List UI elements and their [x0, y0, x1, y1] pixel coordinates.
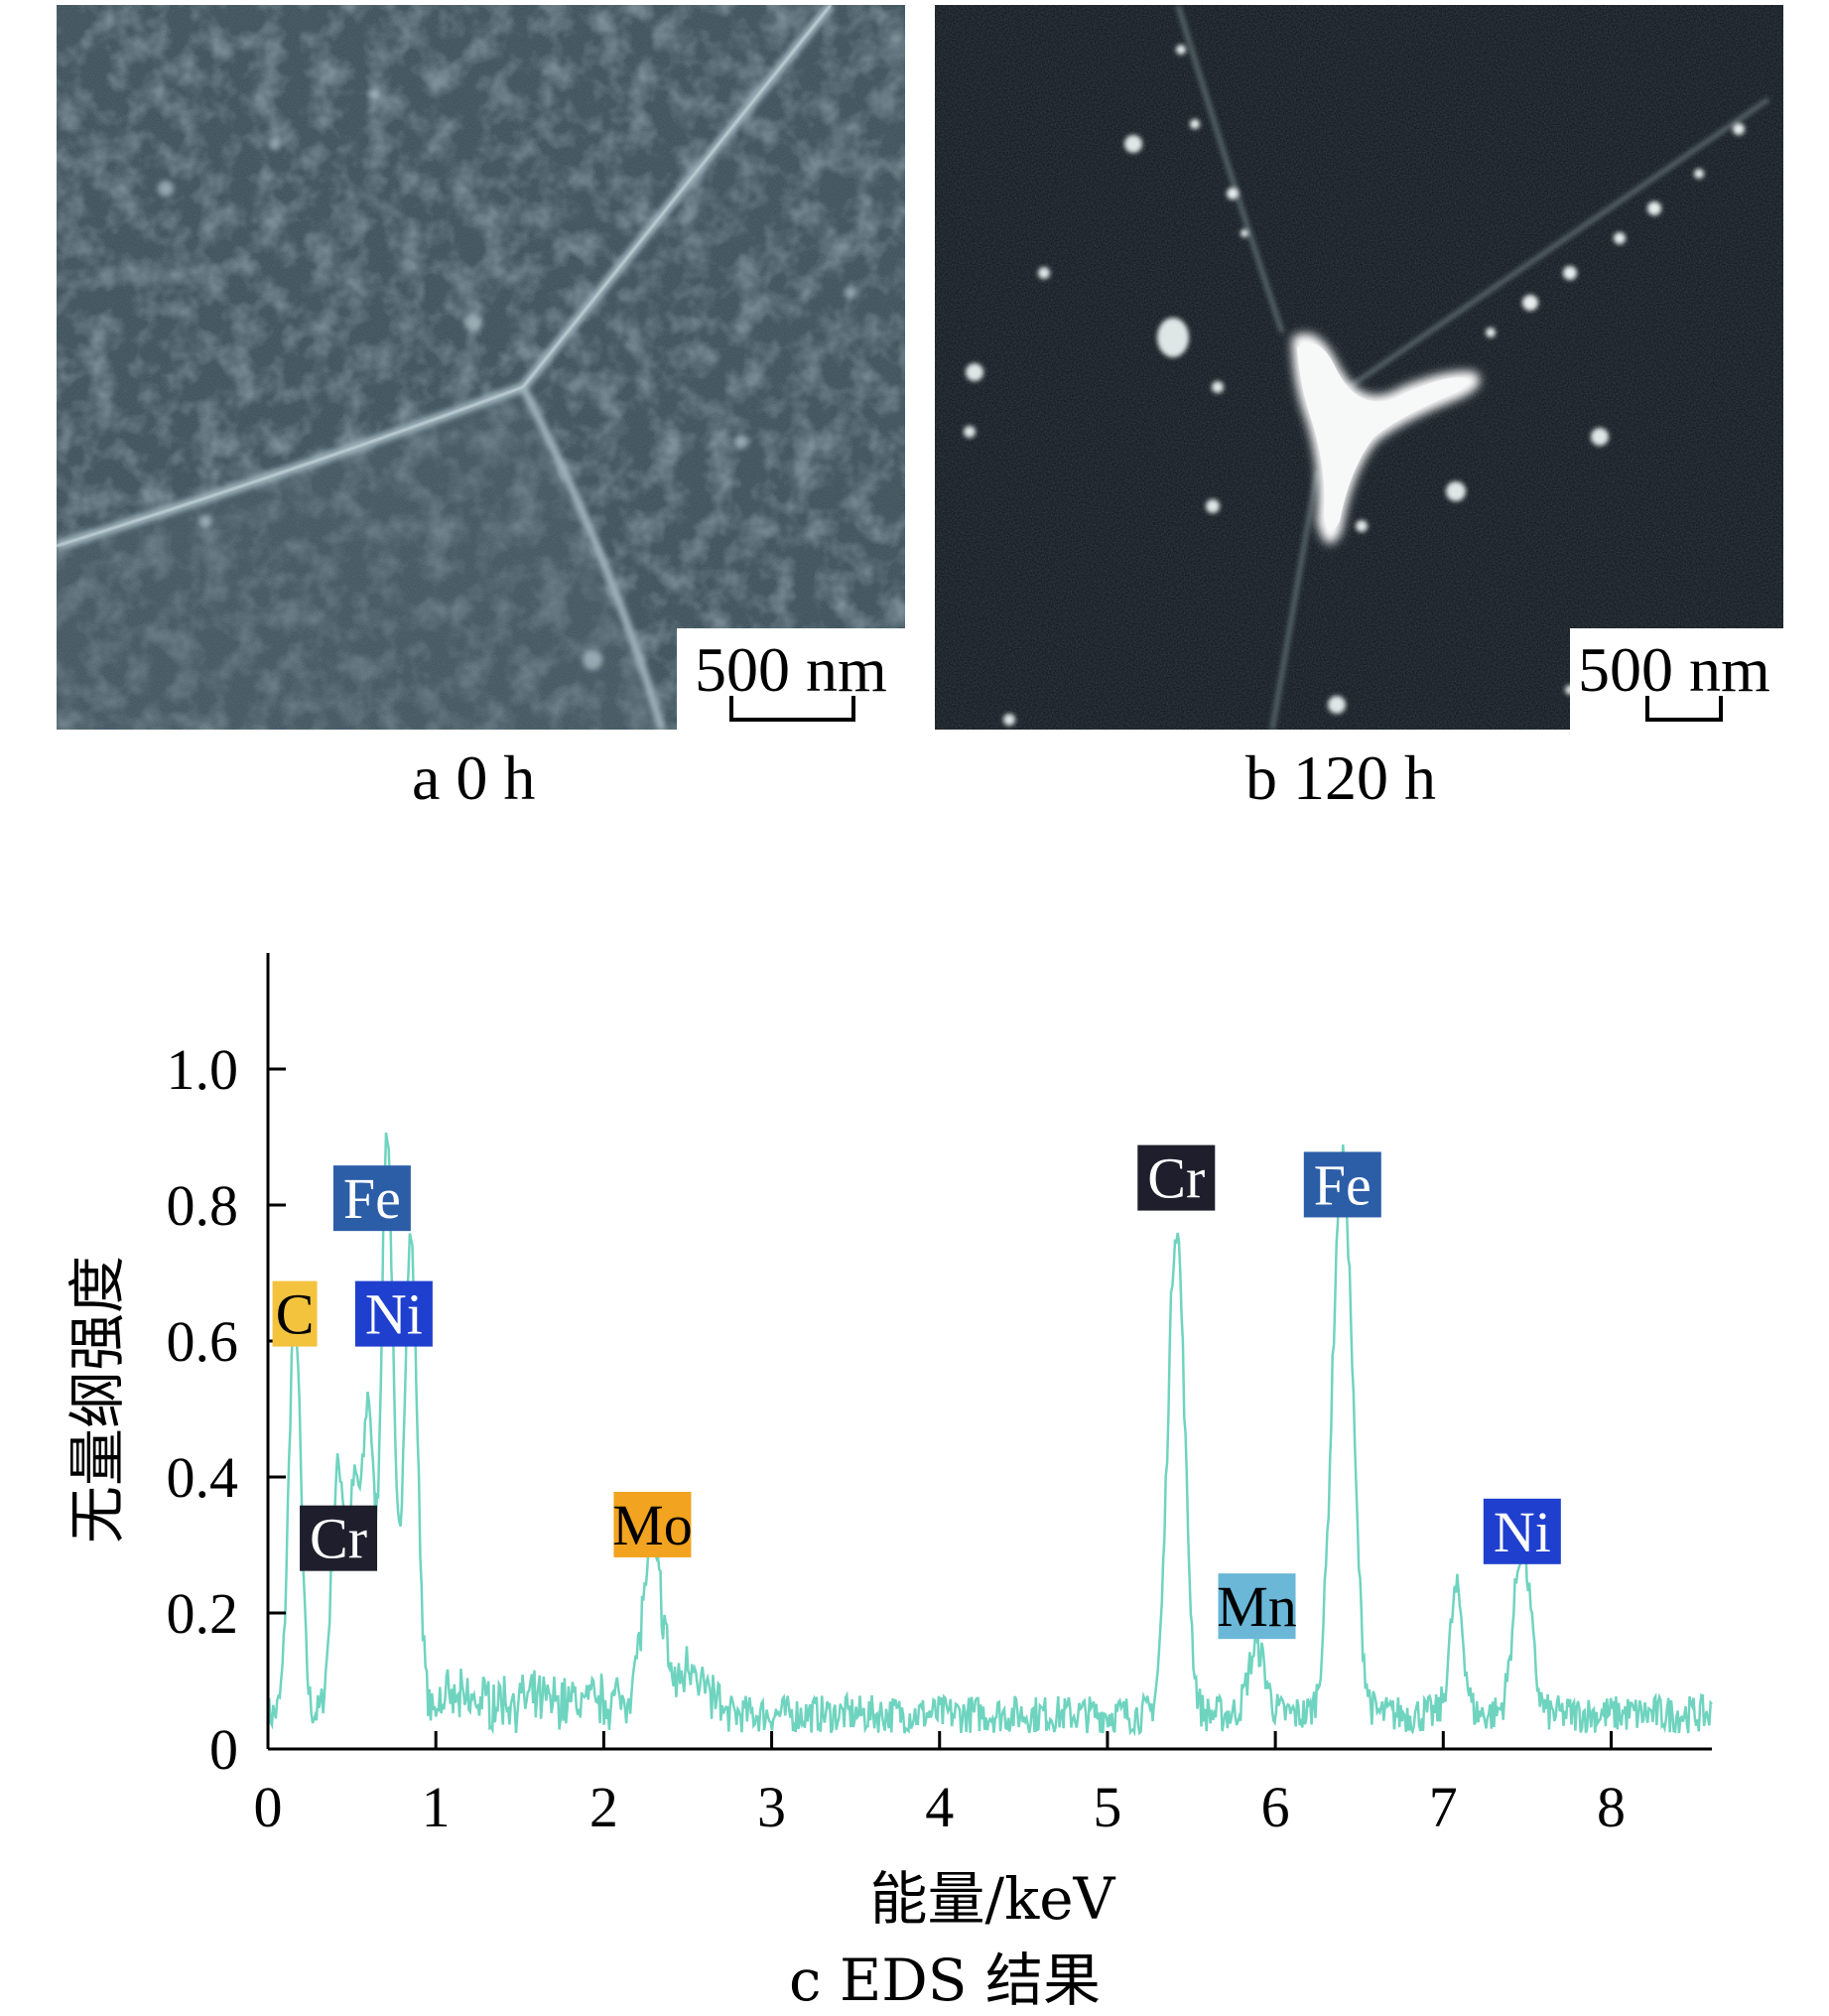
y-tick-label: 0.6 — [167, 1309, 239, 1374]
peak-label: Fe — [1303, 1151, 1381, 1218]
scale-bar-label-a: 500 nm — [695, 634, 887, 705]
y-tick-label: 1.0 — [167, 1037, 239, 1102]
peak-label-text: Mo — [612, 1493, 693, 1557]
peak-label-text: Cr — [1147, 1146, 1205, 1211]
x-tick-label: 1 — [422, 1775, 451, 1839]
peak-label-text: C — [276, 1282, 315, 1347]
peak-label-text: Mn — [1217, 1574, 1297, 1639]
peak-label-box — [1303, 1151, 1381, 1218]
scale-bar-box-a: 500 nm — [677, 628, 905, 730]
scale-bar-label-b: 500 nm — [1578, 634, 1770, 705]
peak-label-text: Ni — [365, 1282, 423, 1347]
sem-image-a-graphic — [57, 5, 905, 730]
x-tick-label: 5 — [1093, 1775, 1121, 1839]
peak-label-box — [300, 1505, 378, 1571]
y-tick-label: 0.4 — [167, 1445, 239, 1510]
eds-chart: 0 1 2 3 4 5 6 7 8 0 0.2 0.4 0.6 0.8 1.0 C Fe Ni Cr Mo Cr Fe M… — [64, 953, 1713, 2014]
caption-a: a 0 h — [412, 742, 536, 813]
peak-label-box — [332, 1165, 411, 1232]
x-tick-label: 2 — [589, 1775, 618, 1839]
peak-label: Ni — [1483, 1498, 1561, 1564]
spectrum-line — [266, 1132, 1713, 1737]
x-tick-label: 0 — [254, 1775, 283, 1839]
peak-label-text: Fe — [1314, 1152, 1372, 1217]
peak-label: Cr — [1137, 1144, 1216, 1211]
x-tick-label: 4 — [925, 1775, 954, 1839]
x-axis-title: 能量/keV — [870, 1865, 1116, 1933]
peak-label: Ni — [354, 1280, 433, 1347]
peak-label-box — [272, 1280, 318, 1347]
peak-label-box — [1483, 1498, 1561, 1564]
x-tick-label: 6 — [1261, 1775, 1290, 1839]
peak-label-box — [354, 1280, 433, 1347]
scale-bar-b — [1645, 696, 1723, 722]
caption-b: b 120 h — [1245, 742, 1436, 813]
peak-label-box — [1218, 1573, 1296, 1640]
x-tick-label: 8 — [1597, 1775, 1626, 1839]
scale-bar-box-b: 500 nm — [1570, 628, 1783, 730]
y-axis-title: 无量纲强度 — [64, 1256, 131, 1544]
x-tick-label: 3 — [757, 1775, 786, 1839]
peak-label: C — [272, 1280, 318, 1347]
peak-label: Cr — [300, 1505, 378, 1571]
peak-label-text: Fe — [343, 1166, 401, 1231]
sem-image-a — [57, 5, 905, 730]
peak-label: Fe — [332, 1165, 411, 1232]
y-tick-label: 0 — [209, 1717, 238, 1782]
peak-label-box — [1137, 1144, 1216, 1211]
sem-image-b-graphic — [935, 5, 1783, 730]
x-tick-label: 7 — [1429, 1775, 1458, 1839]
peak-label: Mo — [612, 1491, 693, 1557]
peak-label-text: Cr — [310, 1507, 367, 1571]
y-tick-label: 0.8 — [167, 1173, 239, 1238]
peak-label-text: Ni — [1494, 1500, 1551, 1564]
sem-image-b — [935, 5, 1783, 730]
scale-bar-a — [729, 696, 855, 722]
y-tick-label: 0.2 — [167, 1581, 239, 1646]
chart-caption: c EDS 结果 — [789, 1947, 1101, 2014]
peak-label-box — [613, 1491, 692, 1557]
peak-label: Mn — [1217, 1573, 1297, 1640]
